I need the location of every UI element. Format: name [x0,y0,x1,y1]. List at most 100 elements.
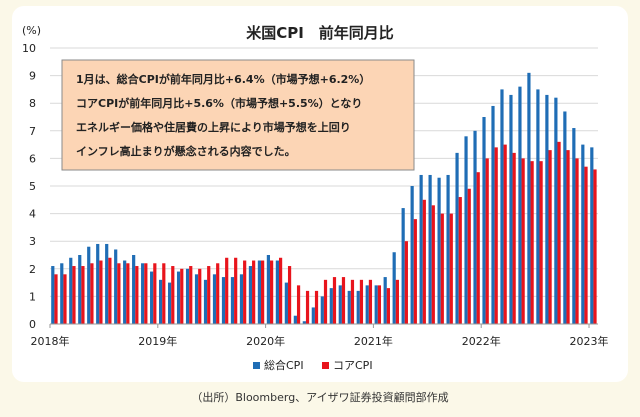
headline-cpi-bar [194,274,199,324]
core-cpi-bar [63,274,67,324]
headline-cpi-bar [230,277,235,324]
core-cpi-bar [305,290,310,324]
core-cpi-bar [359,279,364,324]
core-cpi-bar [270,260,274,324]
y-tick-label: 9 [29,70,36,83]
headline-cpi-bar [141,263,145,324]
y-tick-label: 5 [29,180,36,193]
headline-cpi-bar [203,279,208,324]
headline-cpi-bar [536,89,540,325]
annotation-line: 1月は、総合CPIが前年同月比+6.4%（市場予想+6.2%） [76,72,370,86]
headline-cpi-bar [347,290,351,324]
headline-cpi-bar [257,260,262,324]
headline-cpi-bar [212,274,217,324]
headline-cpi-bar [311,307,315,324]
x-tick-label: 2021年 [354,334,393,348]
core-cpi-bar [539,161,543,324]
core-cpi-bar [377,285,382,324]
headline-cpi-bar [105,243,109,324]
core-cpi-bar [332,277,337,324]
bar-series [51,72,597,325]
headline-cpi-bar [221,277,226,324]
headline-cpi-bar [401,208,405,324]
core-cpi-bar [548,150,552,324]
headline-cpi-bar [455,152,459,324]
y-tick-label: 6 [29,152,36,165]
core-cpi-bar [503,144,507,324]
core-cpi-bar [386,288,390,324]
chart-title: 米国CPI 前年同月比 [246,24,394,42]
headline-cpi-bar [554,97,558,325]
legend-label-core: コアCPI [333,359,373,372]
core-cpi-bar [494,147,498,324]
headline-cpi-bar [338,285,342,324]
headline-cpi-bar [87,246,91,324]
headline-cpi-bar [302,321,306,324]
headline-cpi-bar [374,285,378,324]
annotation-line: インフレ高止まりが懸念される内容でした。 [76,144,296,158]
annotation-line: コアCPIが前年同月比+5.6%（市場予想+5.5%）となり [76,96,362,110]
y-axis-unit: (%) [22,24,41,37]
headline-cpi-bar [60,263,64,324]
source-note: （出所）Bloomberg、アイザワ証券投資顧問部作成 [191,391,449,404]
core-cpi-bar [108,257,112,324]
core-cpi-bar [512,152,516,324]
core-cpi-bar [431,205,435,324]
x-tick-label: 2018年 [31,334,70,348]
x-tick-label: 2020年 [246,334,285,348]
headline-cpi-bar [437,177,441,324]
headline-cpi-bar [419,174,423,324]
x-tick-label: 2019年 [138,334,177,348]
core-cpi-bar [566,150,570,324]
headline-cpi-bar [248,266,253,324]
headline-cpi-bar [464,136,468,324]
headline-cpi-bar [581,144,585,324]
core-cpi-bar [216,263,220,324]
core-cpi-bar [458,197,462,324]
core-cpi-bar [153,263,157,324]
core-cpi-bar [449,213,453,324]
core-cpi-bar [413,219,417,324]
core-cpi-bar [485,158,489,324]
core-cpi-bar [287,266,292,324]
headline-cpi-bar [410,186,414,324]
core-cpi-bar [575,158,579,324]
core-cpi-bar [557,141,561,324]
headline-cpi-bar [446,174,450,324]
headline-cpi-bar [167,282,172,324]
headline-cpi-bar [266,255,271,324]
core-cpi-bar [323,279,328,324]
y-tick-label: 2 [29,263,36,276]
core-cpi-bar [422,199,426,324]
y-tick-label: 1 [29,290,36,303]
core-cpi-bar [296,285,301,324]
headline-cpi-bar [284,282,288,324]
y-tick-label: 3 [29,235,36,248]
core-cpi-bar [198,268,202,324]
headline-cpi-bar [563,111,567,324]
headline-cpi-bar [491,105,495,325]
core-cpi-bar [341,277,346,324]
core-cpi-bar [314,290,319,324]
core-cpi-bar [395,279,399,324]
legend-swatch-core [322,362,329,369]
headline-cpi-bar [69,257,73,324]
headline-cpi-bar [78,255,82,324]
headline-cpi-bar [239,274,244,324]
headline-cpi-bar [356,290,360,324]
y-tick-label: 7 [29,125,36,138]
core-cpi-bar [521,158,525,324]
y-tick-label: 0 [29,318,36,331]
core-cpi-bar [126,263,130,324]
core-cpi-bar [54,274,58,324]
core-cpi-bar [252,260,256,324]
headline-cpi-bar [527,72,531,324]
headline-cpi-bar [545,94,549,324]
core-cpi-bar [234,257,238,324]
core-cpi-bar [467,188,471,324]
headline-cpi-bar [293,315,297,324]
headline-cpi-bar [123,260,127,324]
x-tick-labels: 2018年 2019年 2020年 2021年 2022年 2023年 [31,324,609,348]
x-tick-label: 2022年 [462,334,501,348]
